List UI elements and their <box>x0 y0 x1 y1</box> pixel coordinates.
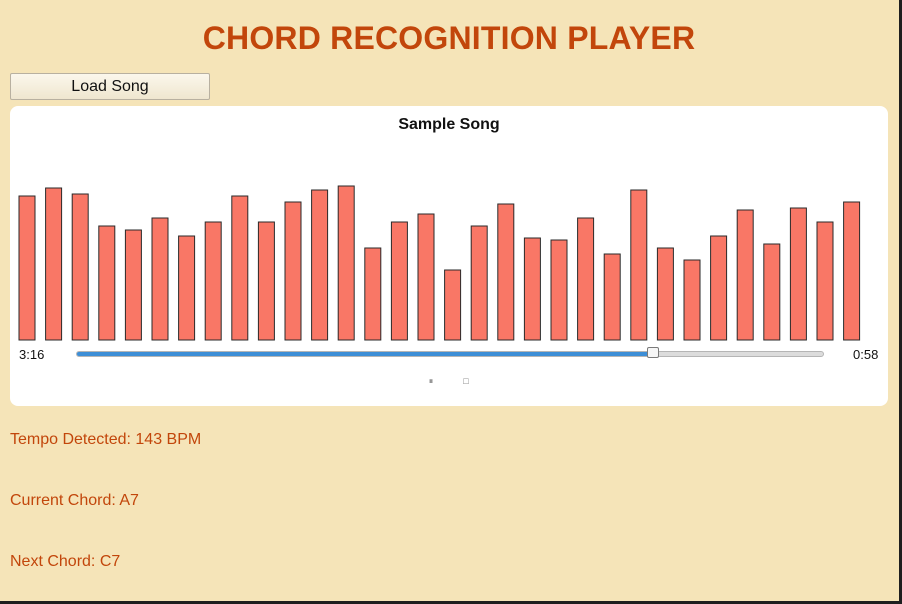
waveform-bar-chart <box>18 185 861 341</box>
waveform-bar <box>816 221 834 341</box>
waveform-bar <box>736 209 754 341</box>
waveform-bar <box>71 193 89 341</box>
song-title: Sample Song <box>398 116 500 133</box>
seek-progress <box>77 352 654 356</box>
waveform-bar <box>390 221 408 341</box>
waveform-bar <box>763 243 781 341</box>
seek-bar[interactable] <box>76 351 824 357</box>
remaining-time: 0:58 <box>853 347 879 362</box>
waveform-bar <box>311 189 329 341</box>
waveform-bar <box>577 217 595 341</box>
waveform-bar <box>257 221 275 341</box>
waveform-bar <box>45 187 63 341</box>
waveform-bar <box>710 235 728 341</box>
waveform-bar <box>284 201 302 341</box>
waveform-bar <box>151 217 169 341</box>
load-song-button[interactable]: Load Song <box>10 73 210 100</box>
waveform-bar <box>231 195 249 341</box>
waveform-bar <box>630 189 648 341</box>
waveform-bar <box>843 201 861 341</box>
waveform-bar <box>178 235 196 341</box>
stop-icon[interactable]: □ <box>463 376 469 386</box>
app-title: CHORD RECOGNITION PLAYER <box>202 20 696 56</box>
waveform-bar <box>337 185 355 341</box>
waveform-bar <box>470 225 488 341</box>
pause-icon[interactable]: ⏸ <box>428 376 434 386</box>
waveform-bar <box>98 225 116 341</box>
waveform-bar <box>656 247 674 341</box>
waveform-bar <box>603 253 621 341</box>
waveform-bar <box>497 203 515 341</box>
waveform-bar <box>444 269 462 341</box>
next-chord: Next Chord: C7 <box>10 553 121 570</box>
player-panel: Sample Song 3:16 0:58 ⏸ □ <box>10 106 888 406</box>
waveform-bar <box>789 207 807 341</box>
waveform-bar <box>523 237 541 341</box>
waveform-bar <box>124 229 142 341</box>
waveform-bar <box>683 259 701 341</box>
waveform-bar <box>550 239 568 341</box>
waveform-bar <box>364 247 382 341</box>
tempo-detected: Tempo Detected: 143 BPM <box>10 431 202 448</box>
waveform-bar <box>18 195 36 341</box>
elapsed-time: 3:16 <box>19 347 45 362</box>
waveform-bar <box>204 221 222 341</box>
seek-handle[interactable] <box>646 347 659 358</box>
waveform-bar <box>417 213 435 341</box>
current-chord: Current Chord: A7 <box>10 492 139 509</box>
